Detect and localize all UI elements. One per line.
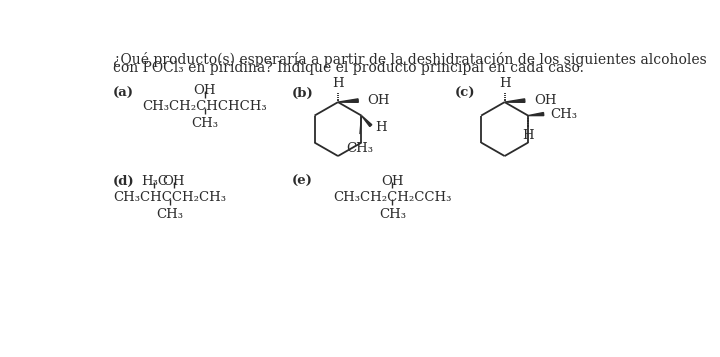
Text: (e): (e) — [292, 175, 312, 188]
Text: (a): (a) — [113, 87, 134, 100]
Text: H: H — [332, 77, 344, 90]
Text: H: H — [375, 121, 387, 135]
Polygon shape — [528, 112, 544, 116]
Text: CH₃: CH₃ — [192, 117, 218, 130]
Text: H: H — [522, 130, 534, 142]
Text: CH₃: CH₃ — [550, 107, 577, 121]
Text: (b): (b) — [292, 87, 313, 100]
Text: CH₃CH₂CH₂CCH₃: CH₃CH₂CH₂CCH₃ — [333, 191, 451, 204]
Text: H₃C: H₃C — [141, 175, 168, 187]
Text: con POCl₃ en piridina? Indique el producto principal en cada caso.: con POCl₃ en piridina? Indique el produc… — [113, 61, 584, 75]
Text: (d): (d) — [113, 175, 135, 188]
Text: OH: OH — [163, 175, 185, 187]
Text: OH: OH — [534, 94, 557, 107]
Text: OH: OH — [194, 84, 216, 97]
Text: CH₃: CH₃ — [156, 208, 184, 221]
Text: OH: OH — [367, 94, 390, 107]
Polygon shape — [505, 99, 525, 102]
Polygon shape — [338, 99, 359, 102]
Text: CH₃CH₂CHCHCH₃: CH₃CH₂CHCHCH₃ — [143, 100, 267, 113]
Text: H: H — [499, 77, 510, 90]
Text: (c): (c) — [454, 87, 474, 100]
Text: OH: OH — [381, 175, 403, 187]
Text: CH₃CHCCH₂CH₃: CH₃CHCCH₂CH₃ — [113, 191, 226, 204]
Text: CH₃: CH₃ — [346, 142, 374, 155]
Polygon shape — [361, 116, 372, 126]
Text: CH₃: CH₃ — [379, 208, 406, 221]
Text: ¿Qué producto(s) esperaría a partir de la deshidratación de los siguientes alcoh: ¿Qué producto(s) esperaría a partir de l… — [113, 52, 707, 67]
